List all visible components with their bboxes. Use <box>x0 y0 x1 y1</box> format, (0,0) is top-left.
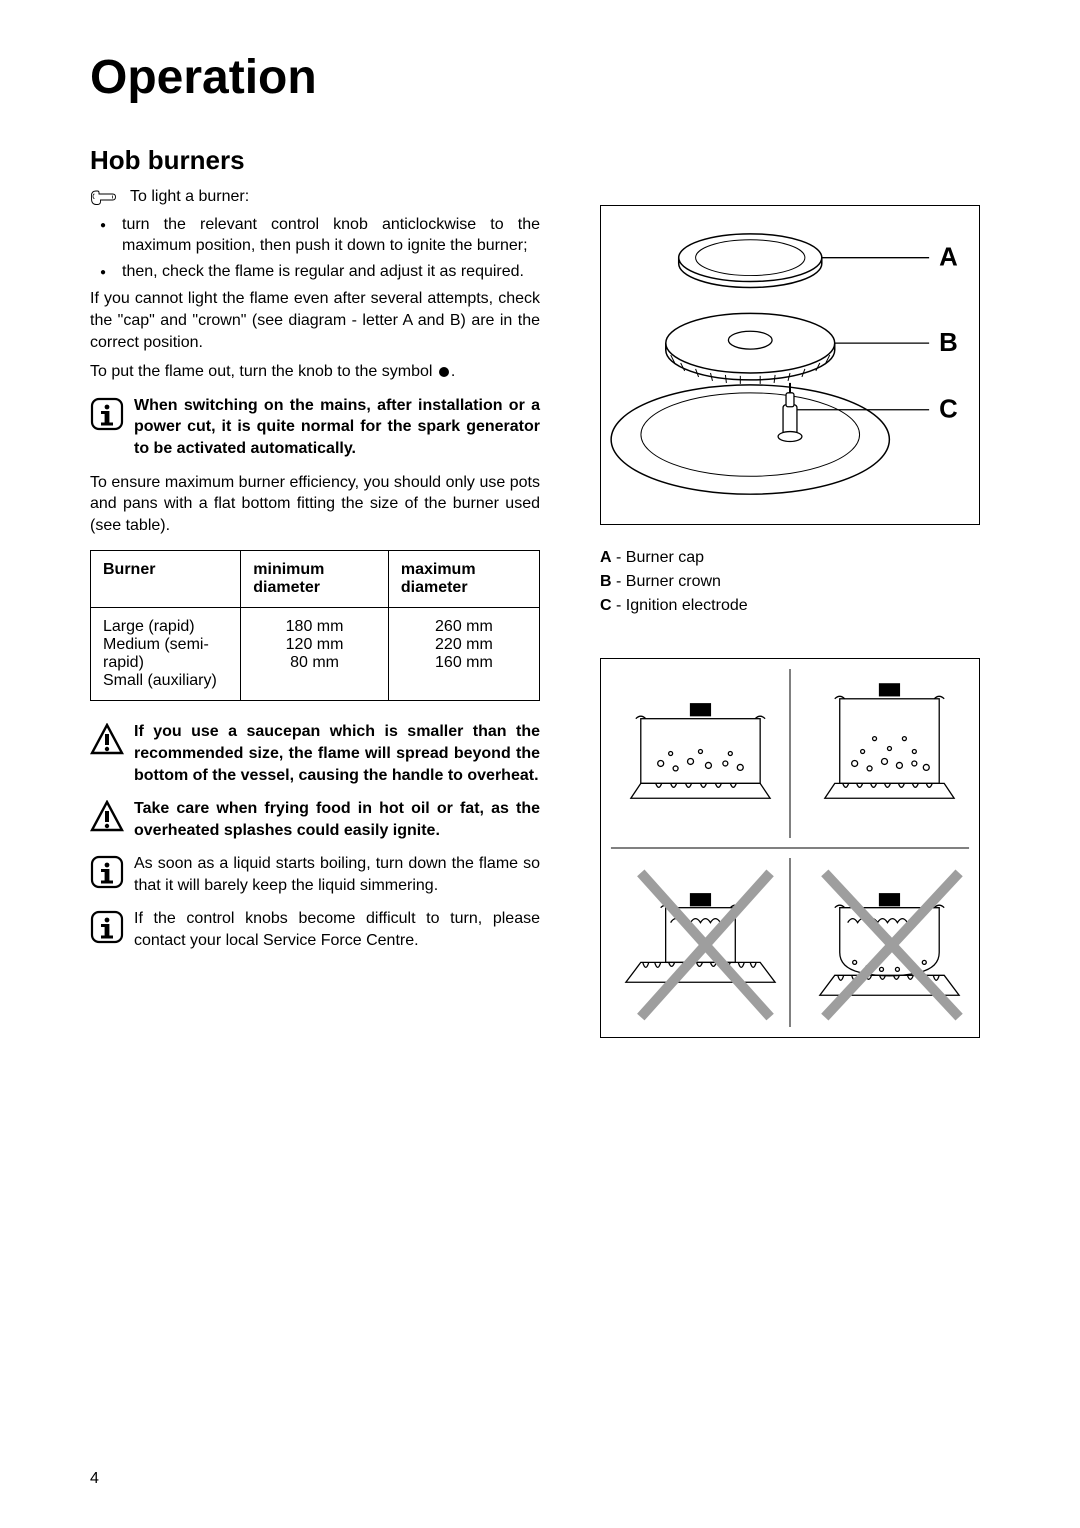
text: . <box>451 363 455 380</box>
paragraph: To put the flame out, turn the knob to t… <box>90 361 540 383</box>
diagram-label-a: A <box>939 244 958 272</box>
left-column: Hob burners To light a burner: turn the … <box>90 145 540 1043</box>
right-column: A B C A - Burner cap B - Burner crown C … <box>600 145 980 1043</box>
burner-size-table: Burner minimum diameter maximum diameter… <box>90 550 540 701</box>
legend-text: - Burner cap <box>612 549 704 566</box>
info-icon <box>90 855 124 889</box>
table-cell: Large (rapid) Medium (semi-rapid) Small … <box>91 608 241 701</box>
pointing-hand-icon <box>90 187 120 207</box>
paragraph: To ensure maximum burner efficiency, you… <box>90 472 540 537</box>
warning-note: If you use a saucepan which is smaller t… <box>134 721 540 786</box>
table-row: Large (rapid) Medium (semi-rapid) Small … <box>91 608 540 701</box>
text: To put the flame out, turn the knob to t… <box>90 363 437 380</box>
intro-text: To light a burner: <box>130 186 249 208</box>
info-note: If the control knobs become difficult to… <box>134 908 540 951</box>
info-note: As soon as a liquid starts boiling, turn… <box>134 853 540 896</box>
info-icon <box>90 910 124 944</box>
table-cell: 260 mm 220 mm 160 mm <box>388 608 539 701</box>
pan-usage-diagram <box>600 658 980 1038</box>
legend-key: A <box>600 549 612 566</box>
warning-note: Take care when frying food in hot oil or… <box>134 798 540 841</box>
table-header: minimum diameter <box>241 551 389 608</box>
legend-text: - Ignition electrode <box>612 597 748 614</box>
legend-key: C <box>600 597 612 614</box>
page-number: 4 <box>90 1470 99 1488</box>
warning-icon <box>90 723 124 757</box>
list-item: then, check the flame is regular and adj… <box>108 261 540 283</box>
table-header: Burner <box>91 551 241 608</box>
legend-text: - Burner crown <box>612 573 721 590</box>
warning-icon <box>90 800 124 834</box>
instruction-list: turn the relevant control knob anticlock… <box>90 214 540 283</box>
info-note: When switching on the mains, after insta… <box>134 395 540 460</box>
page-title: Operation <box>90 50 990 105</box>
table-header: maximum diameter <box>388 551 539 608</box>
diagram-label-c: C <box>939 396 958 424</box>
burner-parts-diagram: A B C <box>600 205 980 525</box>
off-symbol-icon <box>439 367 449 377</box>
info-icon <box>90 397 124 431</box>
diagram-label-b: B <box>939 329 958 357</box>
legend-key: B <box>600 573 612 590</box>
section-title: Hob burners <box>90 145 540 176</box>
diagram-legend: A - Burner cap B - Burner crown C - Igni… <box>600 546 980 618</box>
list-item: turn the relevant control knob anticlock… <box>108 214 540 257</box>
paragraph: If you cannot light the flame even after… <box>90 288 540 353</box>
table-cell: 180 mm 120 mm 80 mm <box>241 608 389 701</box>
